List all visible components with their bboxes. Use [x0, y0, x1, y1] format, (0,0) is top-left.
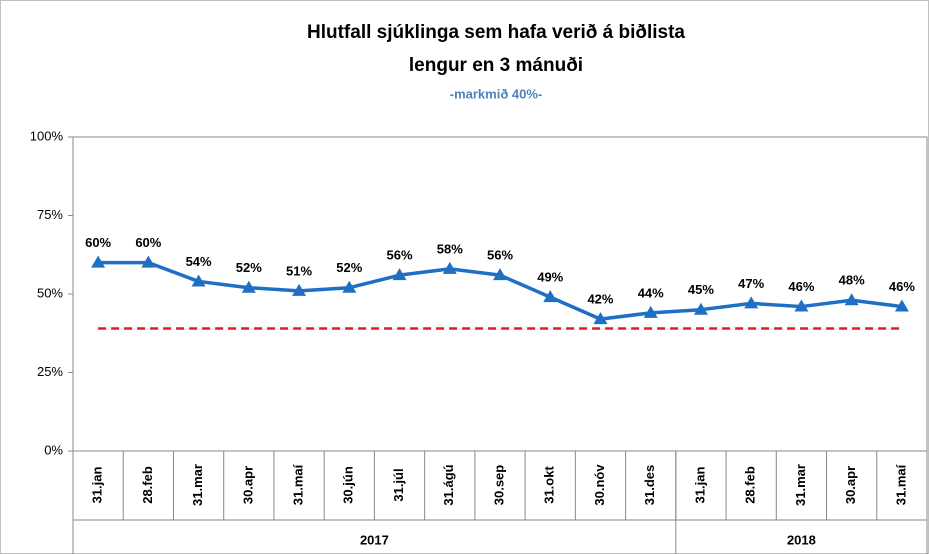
data-label: 42%	[587, 292, 613, 307]
data-label: 56%	[387, 248, 413, 263]
data-label: 58%	[437, 241, 463, 256]
x-tick-label: 31.ágú	[441, 464, 456, 505]
x-tick-label: 31.maí	[893, 464, 908, 505]
data-label: 45%	[688, 282, 714, 297]
marker	[292, 283, 307, 296]
chart-title: lengur en 3 mánuði	[409, 55, 583, 76]
x-tick-label: 28.feb	[743, 466, 758, 504]
marker	[191, 274, 206, 287]
marker	[593, 312, 608, 325]
chart-subtitle: -markmið 40%-	[450, 86, 542, 101]
x-tick-label: 30.sep	[491, 465, 506, 506]
marker	[894, 299, 909, 312]
marker	[794, 299, 809, 312]
group-label: 2018	[787, 532, 816, 547]
marker	[543, 290, 558, 303]
marker	[442, 261, 457, 274]
x-tick-label: 31.maí	[290, 464, 305, 505]
data-label: 54%	[186, 254, 212, 269]
x-tick-label: 30.apr	[843, 466, 858, 504]
x-tick-label: 31.júl	[391, 468, 406, 501]
x-tick-label: 31.mar	[190, 464, 205, 506]
chart-title: Hlutfall sjúklinga sem hafa verið á biðl…	[307, 22, 685, 43]
marker	[643, 305, 658, 318]
marker	[241, 280, 256, 293]
group-label: 2017	[360, 532, 389, 547]
x-tick-label: 30.apr	[240, 466, 255, 504]
y-tick-label: 100%	[30, 128, 64, 143]
y-tick-label: 25%	[37, 364, 63, 379]
marker	[91, 255, 106, 268]
x-tick-label: 30.nóv	[592, 464, 607, 506]
x-tick-label: 31.mar	[793, 464, 808, 506]
marker	[392, 268, 407, 281]
data-label: 48%	[839, 273, 865, 288]
y-tick-label: 50%	[37, 285, 63, 300]
marker	[141, 255, 156, 268]
data-label: 60%	[85, 235, 111, 250]
x-tick-label: 30.jún	[341, 466, 356, 504]
x-tick-label: 28.feb	[140, 466, 155, 504]
data-label: 46%	[788, 279, 814, 294]
marker	[342, 280, 357, 293]
data-label: 60%	[135, 235, 161, 250]
x-tick-label: 31.okt	[542, 466, 557, 504]
data-label: 46%	[889, 279, 915, 294]
x-tick-label: 31.jan	[692, 467, 707, 504]
data-label: 52%	[236, 260, 262, 275]
marker	[744, 296, 759, 309]
data-label: 44%	[638, 285, 664, 300]
marker	[844, 293, 859, 306]
data-label: 49%	[537, 270, 563, 285]
data-label: 52%	[336, 260, 362, 275]
y-tick-label: 75%	[37, 207, 63, 222]
marker	[693, 302, 708, 315]
y-tick-label: 0%	[44, 442, 63, 457]
x-tick-label: 31.jan	[90, 467, 105, 504]
data-label: 51%	[286, 263, 312, 278]
x-tick-label: 31.des	[642, 465, 657, 505]
data-label: 47%	[738, 276, 764, 291]
marker	[493, 268, 507, 281]
data-label: 56%	[487, 248, 513, 263]
